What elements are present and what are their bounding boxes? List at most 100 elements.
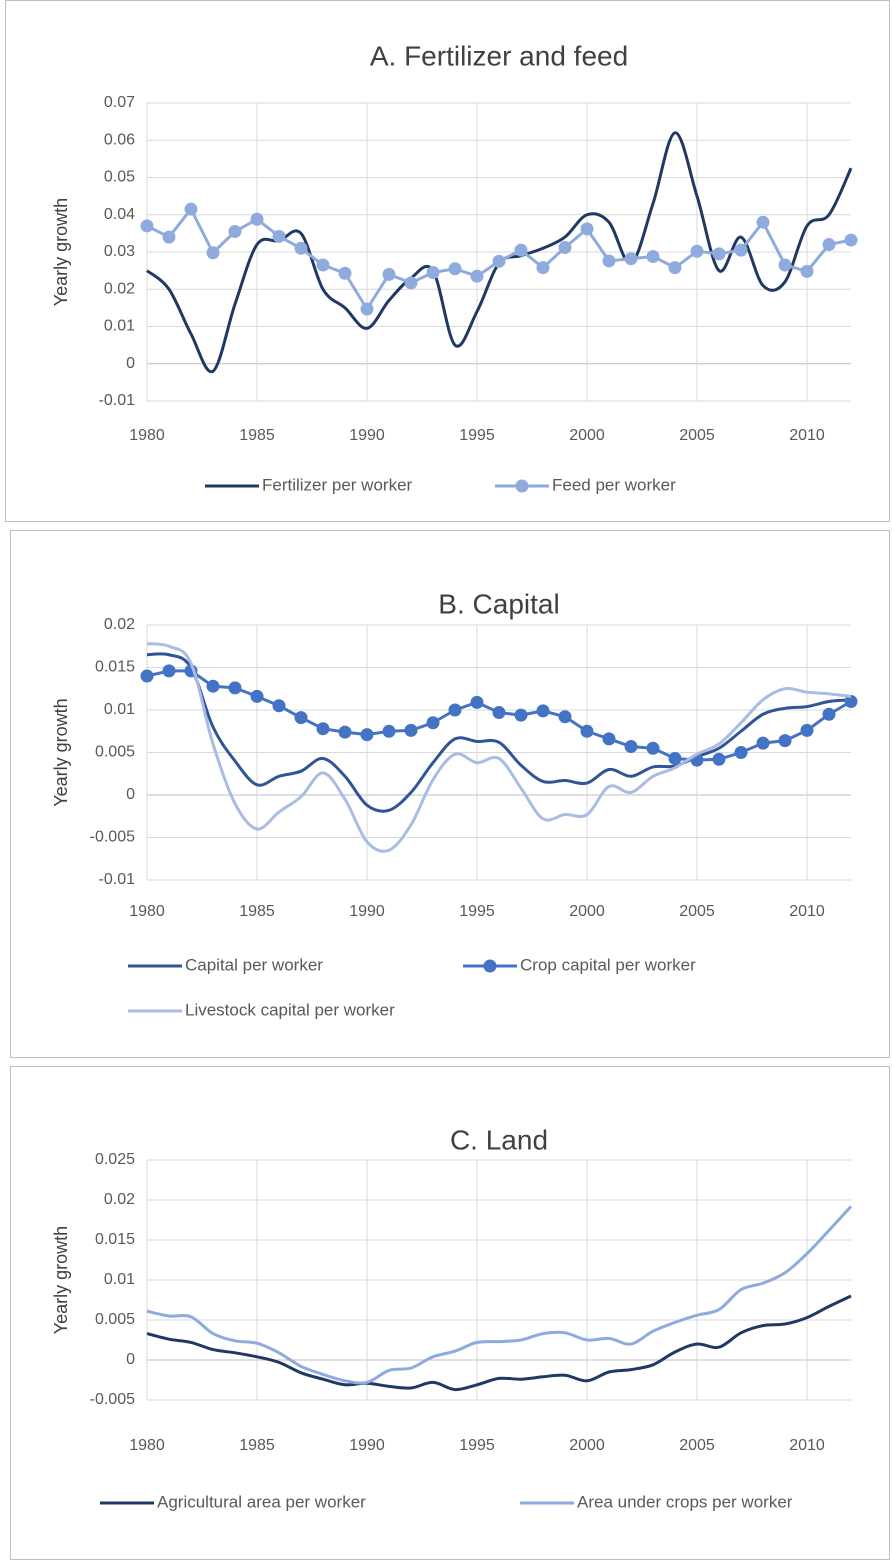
data-point	[514, 708, 528, 722]
series-line	[146, 642, 852, 853]
data-point	[162, 664, 176, 678]
y-tick-label: -0.01	[99, 871, 136, 888]
y-tick-label: 0.005	[95, 1311, 135, 1328]
x-tick-label: 1990	[349, 903, 385, 920]
data-point	[338, 266, 352, 280]
y-axis-title: Yearly growth	[51, 198, 71, 306]
data-point	[448, 262, 462, 276]
data-point	[668, 261, 682, 275]
chart-title: C. Land	[450, 1124, 548, 1155]
legend-label: Area under crops per worker	[577, 1492, 793, 1511]
legend-label: Feed per worker	[552, 475, 676, 494]
x-tick-label: 1995	[459, 427, 495, 444]
legend-marker	[483, 959, 497, 973]
y-tick-label: 0	[126, 786, 135, 803]
data-point	[272, 699, 286, 713]
x-tick-label: 1995	[459, 903, 495, 920]
data-point	[228, 225, 242, 239]
y-tick-label: 0.02	[104, 616, 135, 633]
y-tick-label: 0.01	[104, 318, 135, 335]
legend-label: Livestock capital per worker	[185, 1000, 395, 1019]
panel-border	[5, 0, 890, 522]
data-point	[778, 734, 792, 748]
data-point	[822, 238, 836, 252]
y-axis-title: Yearly growth	[51, 1226, 71, 1334]
y-tick-label: -0.005	[90, 829, 135, 846]
x-tick-label: 2010	[789, 903, 825, 920]
data-point	[844, 695, 858, 708]
y-tick-label: 0.07	[104, 94, 135, 111]
panel-border	[10, 530, 890, 1058]
data-point	[822, 707, 836, 721]
series-line	[146, 1294, 852, 1392]
data-point	[492, 706, 506, 720]
x-tick-label: 1985	[239, 427, 275, 444]
x-tick-label: 2005	[679, 903, 715, 920]
data-point	[316, 258, 330, 272]
y-tick-label: 0	[126, 355, 135, 372]
data-point	[536, 704, 550, 718]
x-tick-label: 2005	[679, 1437, 715, 1454]
legend-label: Agricultural area per worker	[157, 1492, 366, 1511]
data-point	[712, 247, 726, 261]
data-point	[734, 746, 748, 759]
data-point	[602, 732, 616, 746]
data-point	[580, 724, 594, 738]
data-point	[382, 267, 396, 281]
data-point	[250, 689, 264, 703]
data-point	[250, 212, 264, 226]
data-point	[602, 254, 616, 268]
chart-title: B. Capital	[438, 588, 559, 619]
x-tick-label: 1985	[239, 1437, 275, 1454]
legend-label: Capital per worker	[185, 955, 323, 974]
data-point	[338, 725, 352, 739]
data-point	[668, 751, 682, 765]
data-point	[404, 723, 418, 737]
data-point	[558, 241, 572, 255]
y-tick-label: 0.015	[95, 659, 135, 676]
x-tick-label: 1995	[459, 1437, 495, 1454]
y-tick-label: 0.02	[104, 1191, 135, 1208]
data-point	[426, 716, 440, 730]
y-tick-label: -0.005	[90, 1391, 135, 1408]
x-tick-label: 1990	[349, 1437, 385, 1454]
data-point	[800, 723, 814, 737]
x-tick-label: 2000	[569, 903, 605, 920]
y-tick-label: 0.02	[104, 280, 135, 297]
x-tick-label: 1985	[239, 903, 275, 920]
data-point	[536, 261, 550, 275]
y-tick-label: 0.015	[95, 1231, 135, 1248]
y-tick-label: 0.01	[104, 701, 135, 718]
data-point	[184, 202, 198, 216]
data-point	[360, 302, 374, 316]
data-point	[206, 679, 220, 693]
chart-title: A. Fertilizer and feed	[370, 40, 628, 71]
data-point	[162, 230, 176, 244]
data-point	[734, 243, 748, 257]
data-point	[844, 233, 858, 247]
data-point	[492, 254, 506, 268]
x-tick-label: 1990	[349, 427, 385, 444]
data-point	[470, 269, 484, 283]
y-tick-label: 0.025	[95, 1151, 135, 1168]
data-point	[316, 722, 330, 736]
legend-label: Fertilizer per worker	[262, 475, 413, 494]
data-point	[294, 241, 308, 255]
data-point	[646, 741, 660, 755]
x-tick-label: 2000	[569, 427, 605, 444]
legend-label: Crop capital per worker	[520, 955, 696, 974]
data-point	[514, 243, 528, 257]
data-point	[624, 252, 638, 266]
y-tick-label: 0.01	[104, 1271, 135, 1288]
x-tick-label: 2010	[789, 427, 825, 444]
y-tick-label: 0.03	[104, 243, 135, 260]
data-point	[756, 736, 770, 750]
data-point	[800, 264, 814, 278]
data-point	[778, 258, 792, 272]
data-point	[624, 740, 638, 754]
y-tick-label: 0.005	[95, 744, 135, 761]
x-tick-label: 1980	[129, 1437, 165, 1454]
legend-marker	[515, 479, 529, 493]
